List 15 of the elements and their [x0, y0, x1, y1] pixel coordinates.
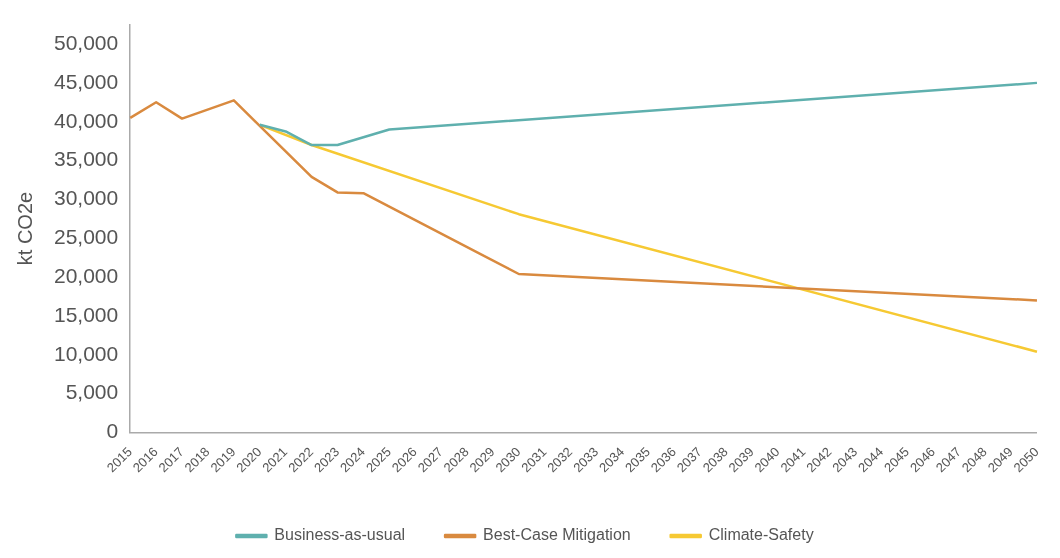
y-tick-label: 30,000: [54, 186, 119, 210]
legend-label: Best-Case Mitigation: [483, 526, 631, 544]
y-axis-title: kt CO2e: [13, 191, 36, 266]
y-tick-label: 0: [106, 419, 119, 443]
y-tick-label: 5,000: [65, 380, 119, 404]
legend-label: Business-as-usual: [274, 526, 406, 544]
y-tick-label: 50,000: [54, 30, 119, 54]
legend-label: Climate-Safety: [708, 526, 814, 544]
y-tick-label: 35,000: [54, 147, 119, 171]
y-tick-label: 45,000: [54, 69, 119, 93]
y-tick-label: 15,000: [54, 302, 119, 326]
y-tick-label: 10,000: [54, 341, 119, 365]
y-tick-label: 20,000: [54, 263, 119, 287]
y-tick-label: 40,000: [54, 108, 119, 132]
y-tick-label: 25,000: [54, 225, 119, 249]
